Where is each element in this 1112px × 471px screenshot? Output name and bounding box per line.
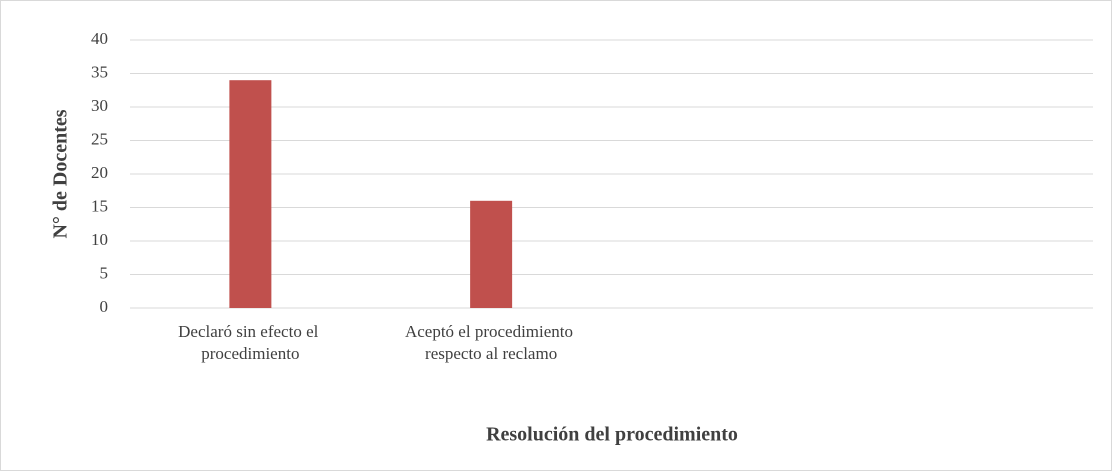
x-tick-label: Declaró sin efecto el procedimiento — [178, 322, 322, 363]
y-tick-label: 25 — [91, 129, 108, 148]
y-tick-label: 10 — [91, 230, 108, 249]
bar — [470, 200, 513, 308]
bar — [229, 80, 272, 308]
y-tick-label: 20 — [91, 163, 108, 182]
x-axis-title: Resolución del procedimiento — [486, 424, 738, 446]
y-tick-label: 30 — [91, 96, 108, 115]
y-tick-label: 40 — [91, 29, 108, 48]
y-tick-label: 5 — [100, 263, 109, 282]
y-tick-label: 15 — [91, 196, 108, 215]
y-axis-title: N° de Docentes — [50, 109, 72, 238]
y-tick-label: 35 — [91, 62, 108, 81]
y-tick-label: 0 — [100, 297, 109, 316]
x-tick-label: Aceptó el procedimiento respecto al recl… — [405, 322, 577, 363]
